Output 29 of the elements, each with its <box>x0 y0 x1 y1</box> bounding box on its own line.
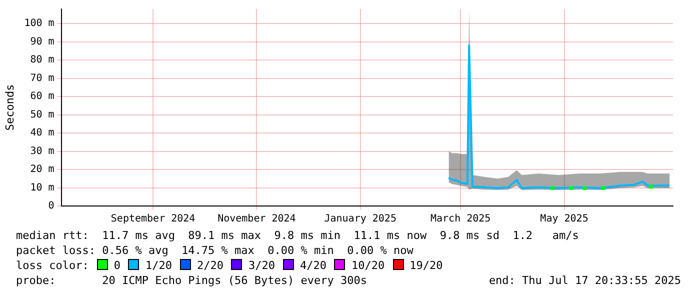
y-axis-title: Seconds <box>3 84 16 131</box>
y-tick-label: 50 m <box>30 109 54 120</box>
x-tick-label: May 2025 <box>540 214 588 225</box>
y-tick-label: 30 m <box>30 146 54 157</box>
x-tick-label: March 2025 <box>430 214 491 225</box>
y-tick-label: 10 m <box>30 182 54 194</box>
x-tick-label: November 2024 <box>218 214 296 225</box>
y-tick-label: 20 m <box>30 164 54 176</box>
legend-label: 0 <box>114 259 120 272</box>
y-tick-label: 100 m <box>24 18 54 30</box>
y-tick-label: 0 <box>48 200 54 212</box>
legend-label: 3/20 <box>248 259 275 272</box>
y-tick-label: 60 m <box>30 91 54 102</box>
y-tick-label: 80 m <box>30 54 54 66</box>
text: packet loss: 0.56 % avg 14.75 % max 0.00 % min 0.00 % now <box>16 243 414 258</box>
legend-label: 4/20 <box>300 259 326 272</box>
y-tick-label: 40 m <box>30 128 54 139</box>
y-tick-label: 90 m <box>30 36 54 48</box>
legend-title: loss color: <box>16 259 89 272</box>
legend-label: 1/20 <box>145 259 172 272</box>
y-tick-label: 70 m <box>30 72 54 84</box>
legend-label: 10/20 <box>351 259 385 272</box>
x-tick-label: September 2024 <box>110 214 196 225</box>
legend-label: 2/20 <box>196 259 224 272</box>
text: median rtt: 11.7 ms avg 89.1 ms max 9.8 ms min 11.1 ms now 9.8 ms sd 1.2 am/s <box>16 228 580 243</box>
text: end: Thu Jul 17 20:33:55 2025 <box>488 273 681 288</box>
legend-label: 19/20 <box>410 259 443 272</box>
x-tick-label: January 2025 <box>324 214 396 225</box>
text: probe: 20 ICMP Echo Pings (56 Bytes) every 300s <box>16 273 367 288</box>
